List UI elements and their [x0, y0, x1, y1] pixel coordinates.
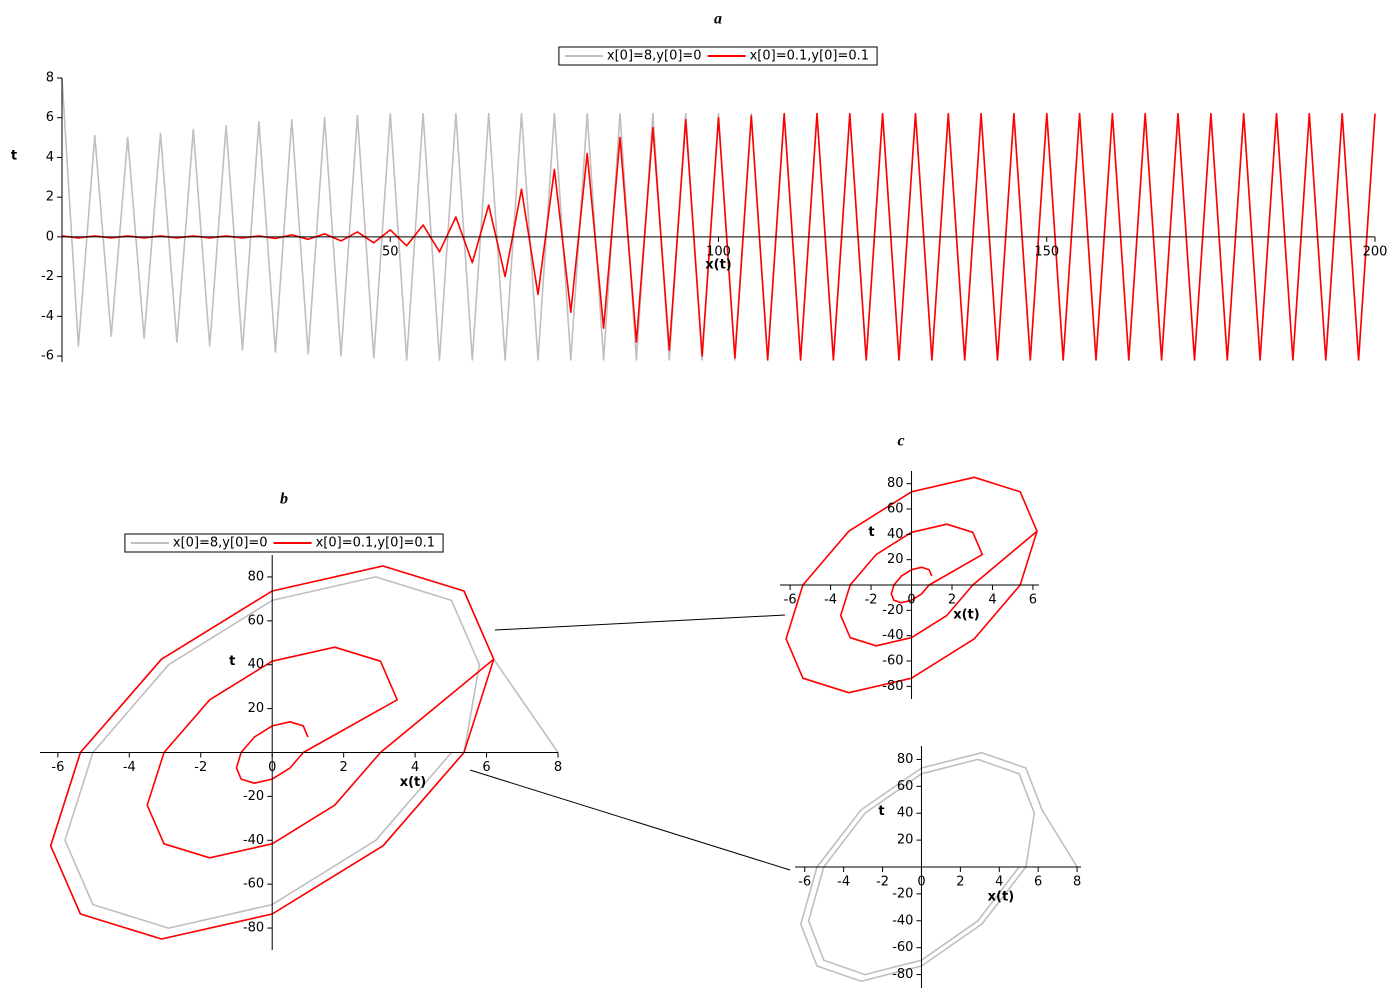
x-tick-label: 4 [988, 593, 996, 608]
y-tick-label: 6 [46, 110, 54, 125]
x-tick-label: -6 [51, 760, 64, 775]
y-tick-label: 80 [248, 569, 265, 584]
y-tick-label: 60 [897, 779, 914, 794]
y-tick-label: 20 [897, 833, 914, 848]
y-tick-label: -40 [243, 833, 264, 848]
legend-label: x[0]=0.1,y[0]=0.1 [316, 536, 435, 551]
legend-label: x[0]=8,y[0]=0 [607, 49, 702, 64]
y-axis-label: t [11, 149, 17, 164]
chart: a 50 100 150 200 -6 -4 -2 0 2 4 6 8 x(t) t x[0]=8,y[0]=… [11, 11, 1388, 364]
y-tick-label: 80 [887, 476, 904, 491]
y-tick-label: -60 [243, 877, 264, 892]
y-tick-label: 60 [887, 502, 904, 517]
x-tick-label: 100 [706, 244, 731, 259]
chart-title: c [897, 433, 904, 450]
legend-label: x[0]=8,y[0]=0 [173, 536, 268, 551]
x-tick-label: 4 [411, 760, 419, 775]
x-tick-label: 200 [1363, 244, 1388, 259]
y-tick-label: -40 [892, 913, 913, 928]
x-tick-label: 2 [956, 875, 964, 890]
x-axis-label: x(t) [705, 257, 731, 272]
y-tick-label: 80 [897, 752, 914, 767]
x-tick-label: 150 [1034, 244, 1059, 259]
x-tick-label: 0 [268, 760, 276, 775]
x-tick-label: 0 [907, 593, 915, 608]
x-tick-label: -6 [798, 875, 811, 890]
x-tick-label: -4 [837, 875, 850, 890]
y-axis-label: t [229, 654, 235, 669]
y-axis-label: t [868, 525, 874, 540]
x-tick-label: 8 [554, 760, 562, 775]
x-tick-label: -2 [876, 875, 889, 890]
x-tick-label: 6 [482, 760, 490, 775]
zoom-connector [469, 769, 791, 871]
y-tick-label: 20 [248, 701, 265, 716]
y-tick-label: 40 [897, 806, 914, 821]
y-tick-label: 20 [887, 552, 904, 567]
x-tick-label: 2 [948, 593, 956, 608]
y-tick-label: -60 [882, 654, 903, 669]
y-tick-label: -40 [882, 628, 903, 643]
y-tick-label: -20 [243, 789, 264, 804]
chart: b-6 -4 -2 0 2 4 6 8-80-60-40-2020406080x(t)tx[0… [40, 491, 562, 950]
x-tick-label: 4 [995, 875, 1003, 890]
legend: x[0]=8,y[0]=0 x[0]=0.1,y[0]=0.1 [124, 533, 444, 553]
y-tick-label: -80 [243, 921, 264, 936]
zoom-connector [494, 614, 786, 631]
y-tick-label: 8 [46, 71, 54, 86]
y-tick-label: -20 [892, 886, 913, 901]
y-tick-label: -80 [882, 679, 903, 694]
x-tick-label: -4 [824, 593, 837, 608]
y-tick-label: -80 [892, 967, 913, 982]
y-tick-label: -4 [41, 309, 54, 324]
x-tick-label: -2 [865, 593, 878, 608]
x-axis-label: x(t) [953, 608, 979, 623]
y-tick-label: 2 [46, 190, 54, 205]
x-axis-label: x(t) [988, 890, 1014, 905]
x-tick-label: -4 [123, 760, 136, 775]
legend: x[0]=8,y[0]=0 x[0]=0.1,y[0]=0.1 [558, 46, 878, 66]
x-tick-label: -6 [784, 593, 797, 608]
x-axis-label: x(t) [400, 775, 426, 790]
series-line [49, 565, 495, 940]
y-tick-label: 60 [248, 613, 265, 628]
y-tick-label: -60 [892, 940, 913, 955]
x-tick-label: 50 [382, 244, 399, 259]
chart-title: a [714, 11, 722, 28]
x-tick-label: 2 [340, 760, 348, 775]
y-tick-label: 40 [248, 657, 265, 672]
x-tick-label: 0 [917, 875, 925, 890]
x-tick-label: 6 [1029, 593, 1037, 608]
y-tick-label: 4 [46, 150, 54, 165]
y-tick-label: -6 [41, 349, 54, 364]
legend-label: x[0]=0.1,y[0]=0.1 [750, 49, 869, 64]
y-tick-label: 0 [46, 229, 54, 244]
chart-title: b [280, 491, 288, 508]
y-tick-label: -2 [41, 269, 54, 284]
x-tick-label: -2 [194, 760, 207, 775]
y-tick-label: 40 [887, 527, 904, 542]
y-axis-label: t [878, 804, 884, 819]
y-tick-label: -20 [882, 603, 903, 618]
series-line [785, 476, 1038, 694]
x-tick-label: 6 [1034, 875, 1042, 890]
x-tick-label: 8 [1073, 875, 1081, 890]
